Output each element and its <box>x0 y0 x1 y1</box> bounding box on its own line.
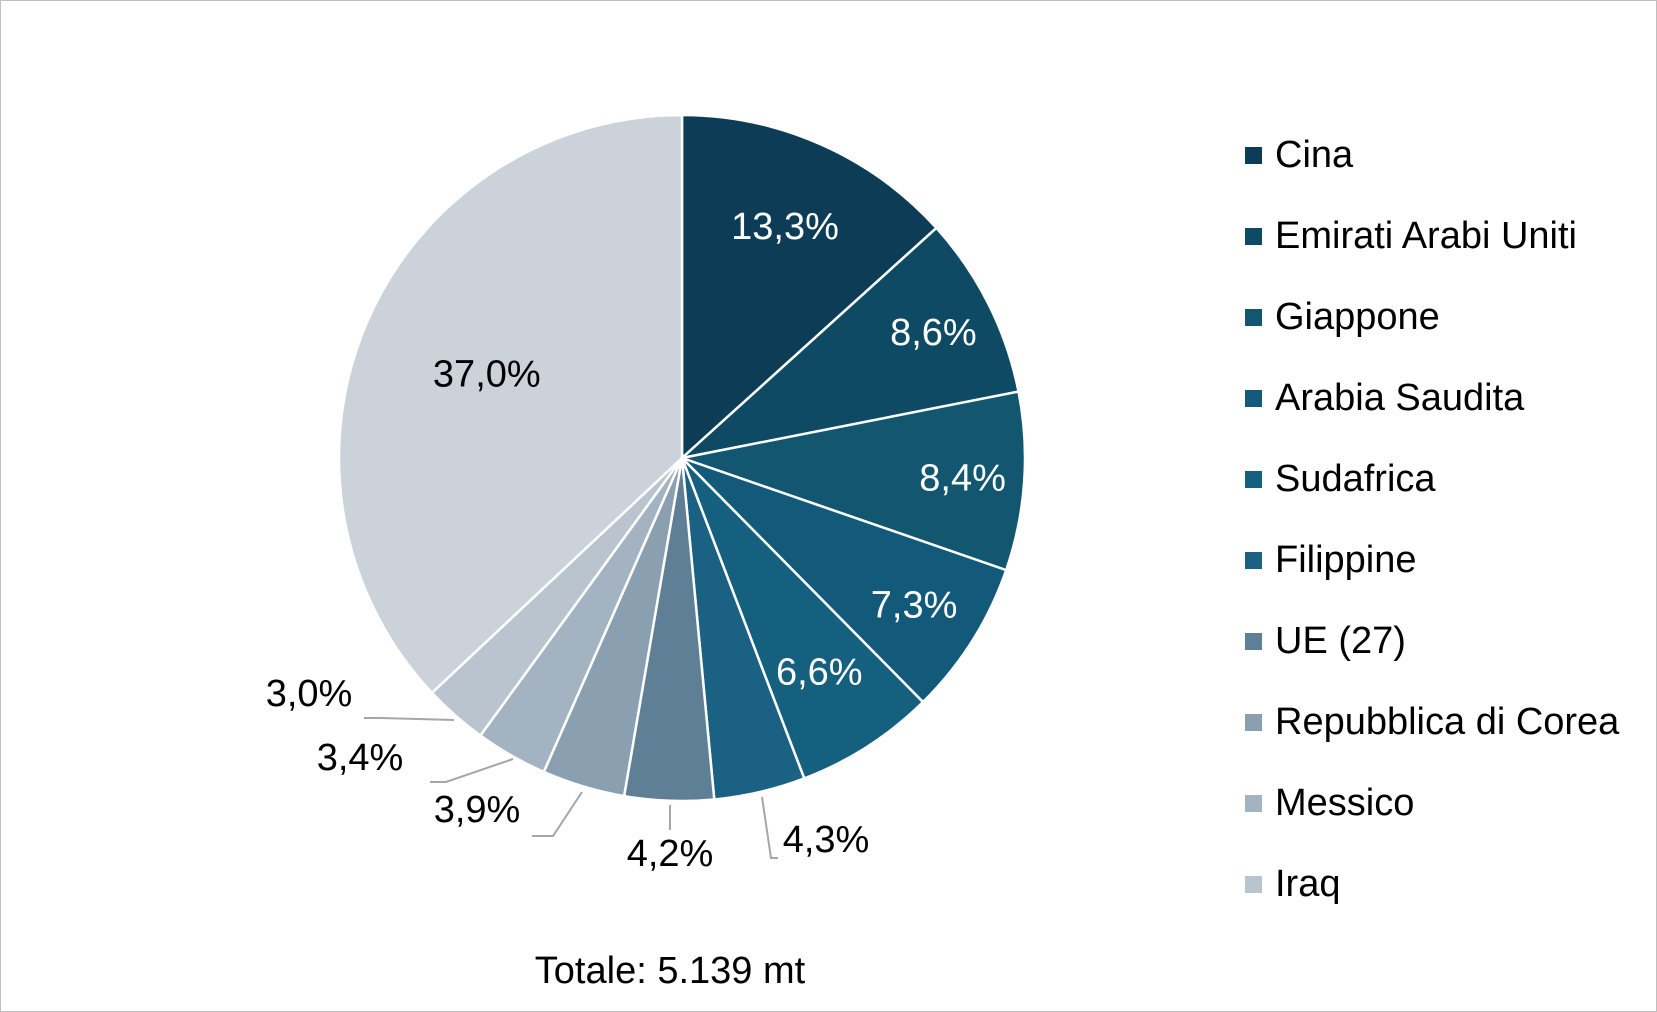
leader-line-9 <box>430 758 514 783</box>
legend-swatch <box>1245 147 1262 164</box>
pie-slice-11 <box>337 113 684 695</box>
slice-label-1: 13,3% <box>731 206 839 248</box>
pie-slices <box>337 113 1027 803</box>
legend-label: UE (27) <box>1275 620 1406 662</box>
legend-swatch <box>1245 390 1262 407</box>
legend-item: Iraq <box>1245 861 1645 907</box>
slice-label-10: 3,0% <box>266 673 353 715</box>
leader-line-6 <box>761 796 778 859</box>
legend-item: Sudafrica <box>1245 456 1645 502</box>
slice-label-2: 8,6% <box>890 312 977 354</box>
legend-label: Giappone <box>1275 296 1440 338</box>
slice-label-8: 3,9% <box>434 789 521 831</box>
pie-slice-5 <box>680 457 925 781</box>
legend-swatch <box>1245 228 1262 245</box>
legend-label: Iraq <box>1275 863 1341 905</box>
legend-label: Sudafrica <box>1275 458 1436 500</box>
slice-label-6: 4,3% <box>783 819 870 861</box>
leader-line-10 <box>364 717 455 721</box>
pie-slice-1 <box>680 113 939 461</box>
legend-swatch <box>1245 795 1262 812</box>
legend-label: Messico <box>1275 782 1415 824</box>
legend-item: Giappone <box>1245 294 1645 340</box>
slice-label-3: 8,4% <box>919 457 1006 499</box>
legend-label: Emirati Arabi Uniti <box>1275 215 1577 257</box>
legend-item: Filippine <box>1245 537 1645 583</box>
pie-slice-4 <box>681 456 1008 704</box>
legend-swatch <box>1245 471 1262 488</box>
leader-line-8 <box>532 791 583 837</box>
legend-swatch <box>1245 714 1262 731</box>
leader-lines <box>364 717 778 859</box>
legend-swatch <box>1245 552 1262 569</box>
pie-slice-3 <box>677 390 1027 572</box>
slice-label-5: 6,6% <box>776 651 863 693</box>
legend-item: Emirati Arabi Uniti <box>1245 213 1645 259</box>
legend-item: Messico <box>1245 780 1645 826</box>
legend-label: Repubblica di Corea <box>1275 701 1620 743</box>
slice-label-7: 4,2% <box>627 833 714 875</box>
legend-label: Arabia Saudita <box>1275 377 1525 419</box>
legend-item: UE (27) <box>1245 618 1645 664</box>
legend-label: Filippine <box>1275 539 1417 581</box>
legend-swatch <box>1245 633 1262 650</box>
legend-swatch <box>1245 309 1262 326</box>
legend-swatch <box>1245 876 1262 893</box>
legend: Cina Emirati Arabi Uniti Giappone Arabia Sa… <box>1245 132 1645 942</box>
slice-label-11: 37,0% <box>433 354 541 396</box>
total-annotation: Totale: 5.139 mt <box>534 950 806 992</box>
legend-label: Cina <box>1275 134 1354 176</box>
legend-item: Arabia Saudita <box>1245 375 1645 421</box>
legend-item: Cina <box>1245 132 1645 178</box>
slice-labels: 13,3% 8,6% 8,4% 7,3%6,6% 4,3% 4,2% 3,9% 3,4% 3,0… <box>266 206 1006 875</box>
slice-label-4: 7,3% <box>871 584 958 626</box>
legend-item: Repubblica di Corea <box>1245 699 1645 745</box>
pie-slice-2 <box>677 226 1020 461</box>
slice-label-9: 3,4% <box>317 737 404 779</box>
